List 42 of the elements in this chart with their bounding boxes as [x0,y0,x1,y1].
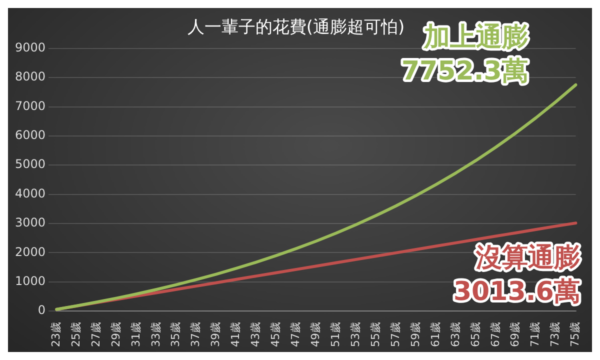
x-tick-label: 23歲 [49,322,62,348]
data-label: 7752.3萬 [401,56,528,87]
x-tick-label: 41歲 [229,322,242,348]
x-tick-label: 27歲 [89,322,102,348]
x-tick-label: 65歲 [468,322,482,348]
y-tick-label: 6000 [14,128,46,142]
x-tick-label: 29歲 [109,322,122,348]
chart-title: 人一輩子的花費(通膨超可怕) [187,18,405,38]
x-tick-label: 39歲 [209,322,222,348]
x-tick-label: 35歲 [169,322,182,348]
x-tick-label: 75歲 [568,322,582,348]
y-tick-label: 0 [38,303,46,318]
x-tick-label: 31歲 [129,322,142,348]
y-tick-label: 3000 [14,216,46,230]
y-tick-label: 1000 [14,274,46,288]
y-tick-label: 5000 [14,157,46,172]
x-tick-label: 63歲 [448,322,462,348]
y-tick-label: 2000 [14,244,46,259]
y-tick-label: 7000 [14,98,46,113]
x-tick-label: 73歲 [548,322,562,348]
x-tick-label: 47歲 [289,322,302,348]
x-tick-label: 33歲 [149,322,162,348]
x-tick-label: 53歲 [348,322,362,348]
x-tick-label: 67歲 [488,322,502,348]
x-tick-label: 55歲 [368,322,382,348]
x-tick-label: 37歲 [189,322,202,348]
x-tick-label: 59歲 [408,322,422,348]
x-tick-label: 61歲 [428,322,442,348]
x-tick-label: 49歲 [309,322,322,348]
y-tick-label: 4000 [14,186,46,200]
data-label: 3013.6萬 [453,276,580,307]
series-label: 沒算通膨 [474,242,580,273]
y-tick-label: 8000 [14,70,46,84]
x-tick-label: 69歲 [508,322,522,348]
x-tick-label: 57歲 [388,322,402,348]
x-tick-label: 45歲 [269,322,282,348]
x-tick-label: 71歲 [528,322,542,348]
text: 加上通膨 [422,22,528,53]
y-tick-label: 9000 [14,40,46,55]
x-tick-label: 51歲 [329,322,342,348]
x-tick-label: 25歲 [69,322,82,348]
x-tick-label: 43歲 [249,322,262,348]
